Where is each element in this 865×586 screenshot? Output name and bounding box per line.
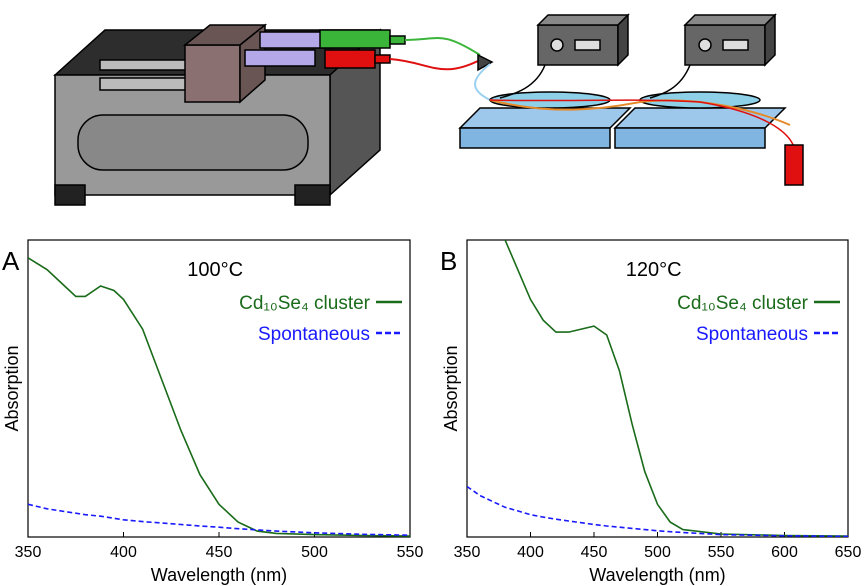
x-tick-label: 650 — [835, 544, 862, 561]
series-line — [28, 503, 410, 536]
annotation: 120°C — [626, 259, 682, 281]
x-tick-label: 350 — [454, 544, 481, 561]
legend-label: Cd₁₀Se₄ cluster — [677, 293, 808, 314]
panel-letter: A — [2, 246, 20, 276]
y-axis-label: Absorption — [2, 345, 22, 431]
legend-label: Cd₁₀Se₄ cluster — [239, 293, 370, 314]
series-line — [467, 485, 848, 537]
legend-label: Spontaneous — [258, 324, 370, 345]
x-tick-label: 450 — [581, 544, 608, 561]
x-axis-label: Wavelength (nm) — [151, 565, 287, 585]
plot-frame — [27, 239, 411, 538]
series-line — [504, 240, 848, 537]
x-tick-label: 500 — [301, 544, 328, 561]
x-tick-label: 400 — [110, 544, 137, 561]
annotation: 100°C — [187, 259, 243, 281]
x-axis-label: Wavelength (nm) — [589, 565, 725, 585]
legend-label: Spontaneous — [696, 324, 808, 345]
plot-lines — [467, 240, 848, 537]
x-tick-label: 550 — [708, 544, 735, 561]
x-tick-label: 350 — [15, 544, 42, 561]
y-axis-label: Absorption — [441, 345, 461, 431]
x-tick-label: 600 — [771, 544, 798, 561]
panel-letter: B — [440, 246, 457, 276]
x-tick-label: 400 — [517, 544, 544, 561]
series-line — [28, 257, 410, 537]
plot-lines — [28, 257, 410, 537]
apparatus-diagram — [53, 13, 804, 206]
x-tick-label: 450 — [206, 544, 233, 561]
x-tick-label: 550 — [397, 544, 424, 561]
x-tick-label: 500 — [644, 544, 671, 561]
